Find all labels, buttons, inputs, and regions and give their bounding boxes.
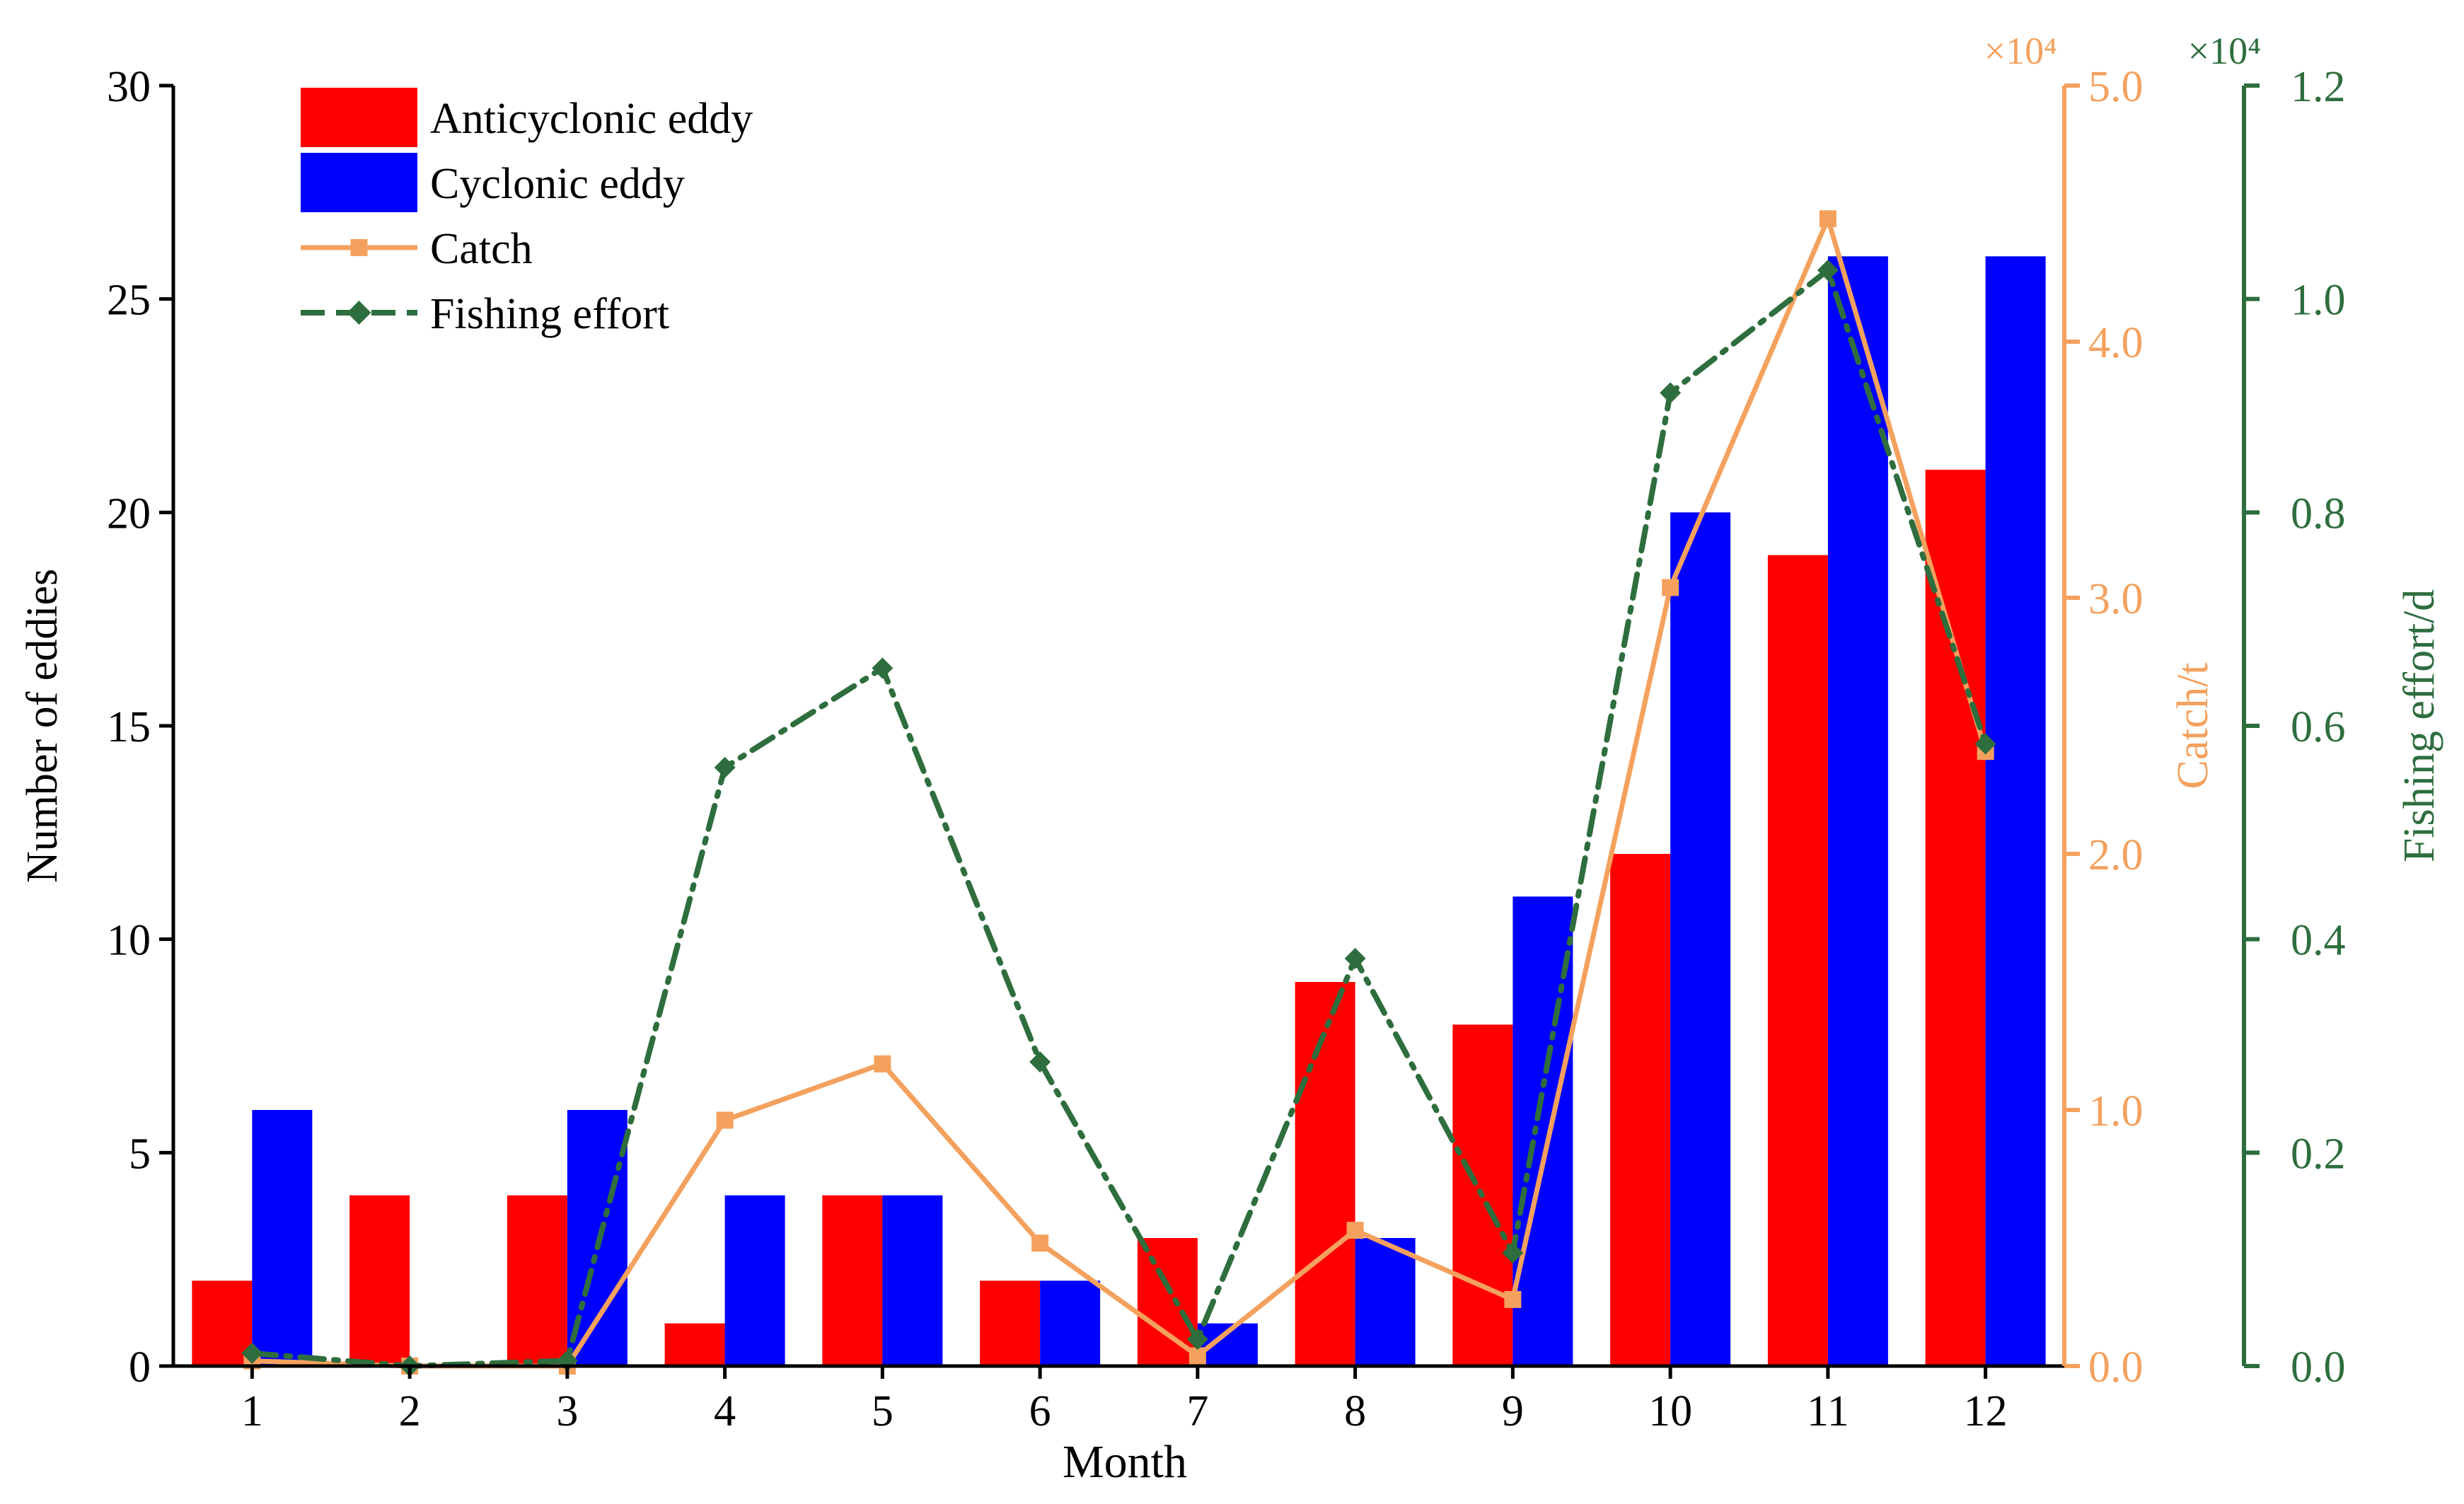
legend-label-1: Anticyclonic eddy <box>430 95 753 143</box>
left-axis-tick-label: 30 <box>107 63 151 111</box>
effort-axis-tick-label: 0.2 <box>2291 1130 2346 1178</box>
line-layer <box>241 210 1996 1377</box>
anticyclonic-bar-6 <box>980 1280 1041 1366</box>
x-axis-tick-label: 4 <box>714 1387 736 1435</box>
cyclonic-bar-5 <box>882 1195 943 1366</box>
catch-axis-multiplier: ×10⁴ <box>1984 30 2057 72</box>
bar-layer <box>192 256 2046 1367</box>
anticyclonic-bar-7 <box>1137 1238 1198 1366</box>
x-axis-tick-label: 8 <box>1344 1387 1366 1435</box>
catch-axis-tick-label: 4.0 <box>2088 319 2144 367</box>
anticyclonic-bar-12 <box>1925 470 1986 1366</box>
effort-marker-12 <box>1974 733 1996 755</box>
cyclonic-bar-6 <box>1040 1280 1101 1366</box>
left-axis: Number of eddies 0 5 10 15 20 25 30 <box>18 63 175 1392</box>
x-axis-tick-label: 2 <box>399 1387 421 1435</box>
cyclonic-bar-11 <box>1827 256 1888 1366</box>
effort-marker-6 <box>1029 1051 1051 1073</box>
left-axis-tick-label: 25 <box>107 277 151 325</box>
anticyclonic-bar-4 <box>664 1323 725 1366</box>
legend-swatch-effort-marker <box>347 301 371 325</box>
effort-axis: ×10⁴ Fishing effort/d 0.0 0.2 0.4 0.6 0.8 1.0… <box>2188 30 2443 1392</box>
legend-label-3: Catch <box>430 225 533 273</box>
cyclonic-bar-4 <box>724 1195 785 1366</box>
legend-label-4: Fishing effort <box>430 290 669 338</box>
x-axis-tick-label: 1 <box>241 1387 263 1435</box>
catch-marker-9 <box>1504 1290 1522 1308</box>
left-axis-tick-label: 20 <box>107 490 151 538</box>
x-axis-tick-label: 5 <box>872 1387 893 1435</box>
catch-marker-7 <box>1188 1347 1206 1365</box>
effort-axis-tick-label: 0.6 <box>2291 703 2346 751</box>
anticyclonic-bar-11 <box>1767 555 1828 1366</box>
catch-marker-4 <box>716 1111 734 1129</box>
anticyclonic-bar-1 <box>192 1280 253 1366</box>
anticyclonic-bar-2 <box>349 1195 410 1366</box>
legend-label-2: Cyclonic eddy <box>430 160 685 208</box>
effort-marker-8 <box>1344 947 1366 969</box>
catch-axis-label: Catch/t <box>2169 662 2217 789</box>
effort-marker-7 <box>1186 1329 1208 1350</box>
anticyclonic-bar-8 <box>1295 982 1355 1366</box>
effort-line <box>249 267 1989 1369</box>
legend-swatch-1 <box>301 88 417 147</box>
effort-marker-4 <box>714 756 736 778</box>
effort-axis-multiplier: ×10⁴ <box>2188 30 2261 72</box>
left-axis-label: Number of eddies <box>18 569 66 883</box>
catch-axis: ×10⁴ Catch/t 0.0 1.0 2.0 3.0 4.0 5.0 <box>1984 30 2217 1392</box>
effort-axis-tick-label: 1.2 <box>2291 63 2346 111</box>
x-axis-tick-label: 10 <box>1648 1387 1692 1435</box>
effort-marker-5 <box>872 657 893 679</box>
anticyclonic-bar-10 <box>1610 854 1671 1366</box>
x-axis-tick-label: 12 <box>1964 1387 2008 1435</box>
effort-marker-1 <box>241 1342 263 1364</box>
catch-marker-5 <box>874 1055 891 1072</box>
catch-axis-tick-label: 5.0 <box>2088 63 2144 111</box>
catch-marker-10 <box>1662 579 1679 596</box>
catch-axis-tick-label: 0.0 <box>2088 1343 2144 1392</box>
left-axis-tick-label: 5 <box>129 1130 151 1178</box>
effort-marker-10 <box>1660 382 1682 404</box>
catch-marker-8 <box>1346 1222 1364 1239</box>
anticyclonic-bar-5 <box>822 1195 883 1366</box>
x-axis-tick-label: 3 <box>556 1387 578 1435</box>
legend-swatch-catch-marker <box>350 239 368 256</box>
effort-axis-tick-label: 0.0 <box>2291 1343 2346 1392</box>
cyclonic-bar-1 <box>252 1110 313 1366</box>
cyclonic-bar-10 <box>1670 512 1731 1367</box>
catch-marker-11 <box>1819 210 1837 228</box>
effort-axis-tick-label: 0.8 <box>2291 490 2346 538</box>
left-axis-tick-label: 0 <box>129 1343 151 1392</box>
x-axis-tick-label: 11 <box>1807 1387 1849 1435</box>
left-axis-tick-label: 10 <box>107 917 151 965</box>
effort-axis-label: Fishing effort/d <box>2395 589 2443 862</box>
effort-axis-tick-label: 0.4 <box>2291 917 2346 965</box>
effort-marker-9 <box>1502 1242 1524 1264</box>
anticyclonic-bar-3 <box>507 1195 567 1366</box>
legend: Anticyclonic eddy Cyclonic eddy Catch Fishi… <box>301 88 753 338</box>
catch-axis-tick-label: 3.0 <box>2088 575 2144 623</box>
cyclonic-bar-8 <box>1355 1238 1416 1366</box>
x-axis-label: Month <box>1063 1436 1187 1488</box>
x-axis-tick-label: 9 <box>1502 1387 1524 1435</box>
cyclonic-bar-12 <box>1985 256 2046 1366</box>
x-axis-tick-label: 6 <box>1029 1387 1051 1435</box>
left-axis-tick-label: 15 <box>107 703 151 751</box>
legend-swatch-2 <box>301 153 417 212</box>
effort-axis-tick-label: 1.0 <box>2291 277 2346 325</box>
x-axis-tick-label: 7 <box>1186 1387 1208 1435</box>
x-axis: Month 1 2 3 4 5 6 7 8 9 10 11 12 <box>173 1364 2064 1488</box>
effort-marker-11 <box>1817 259 1839 281</box>
catch-marker-6 <box>1031 1234 1049 1252</box>
catch-axis-tick-label: 1.0 <box>2088 1087 2144 1135</box>
catch-axis-tick-label: 2.0 <box>2088 831 2144 879</box>
